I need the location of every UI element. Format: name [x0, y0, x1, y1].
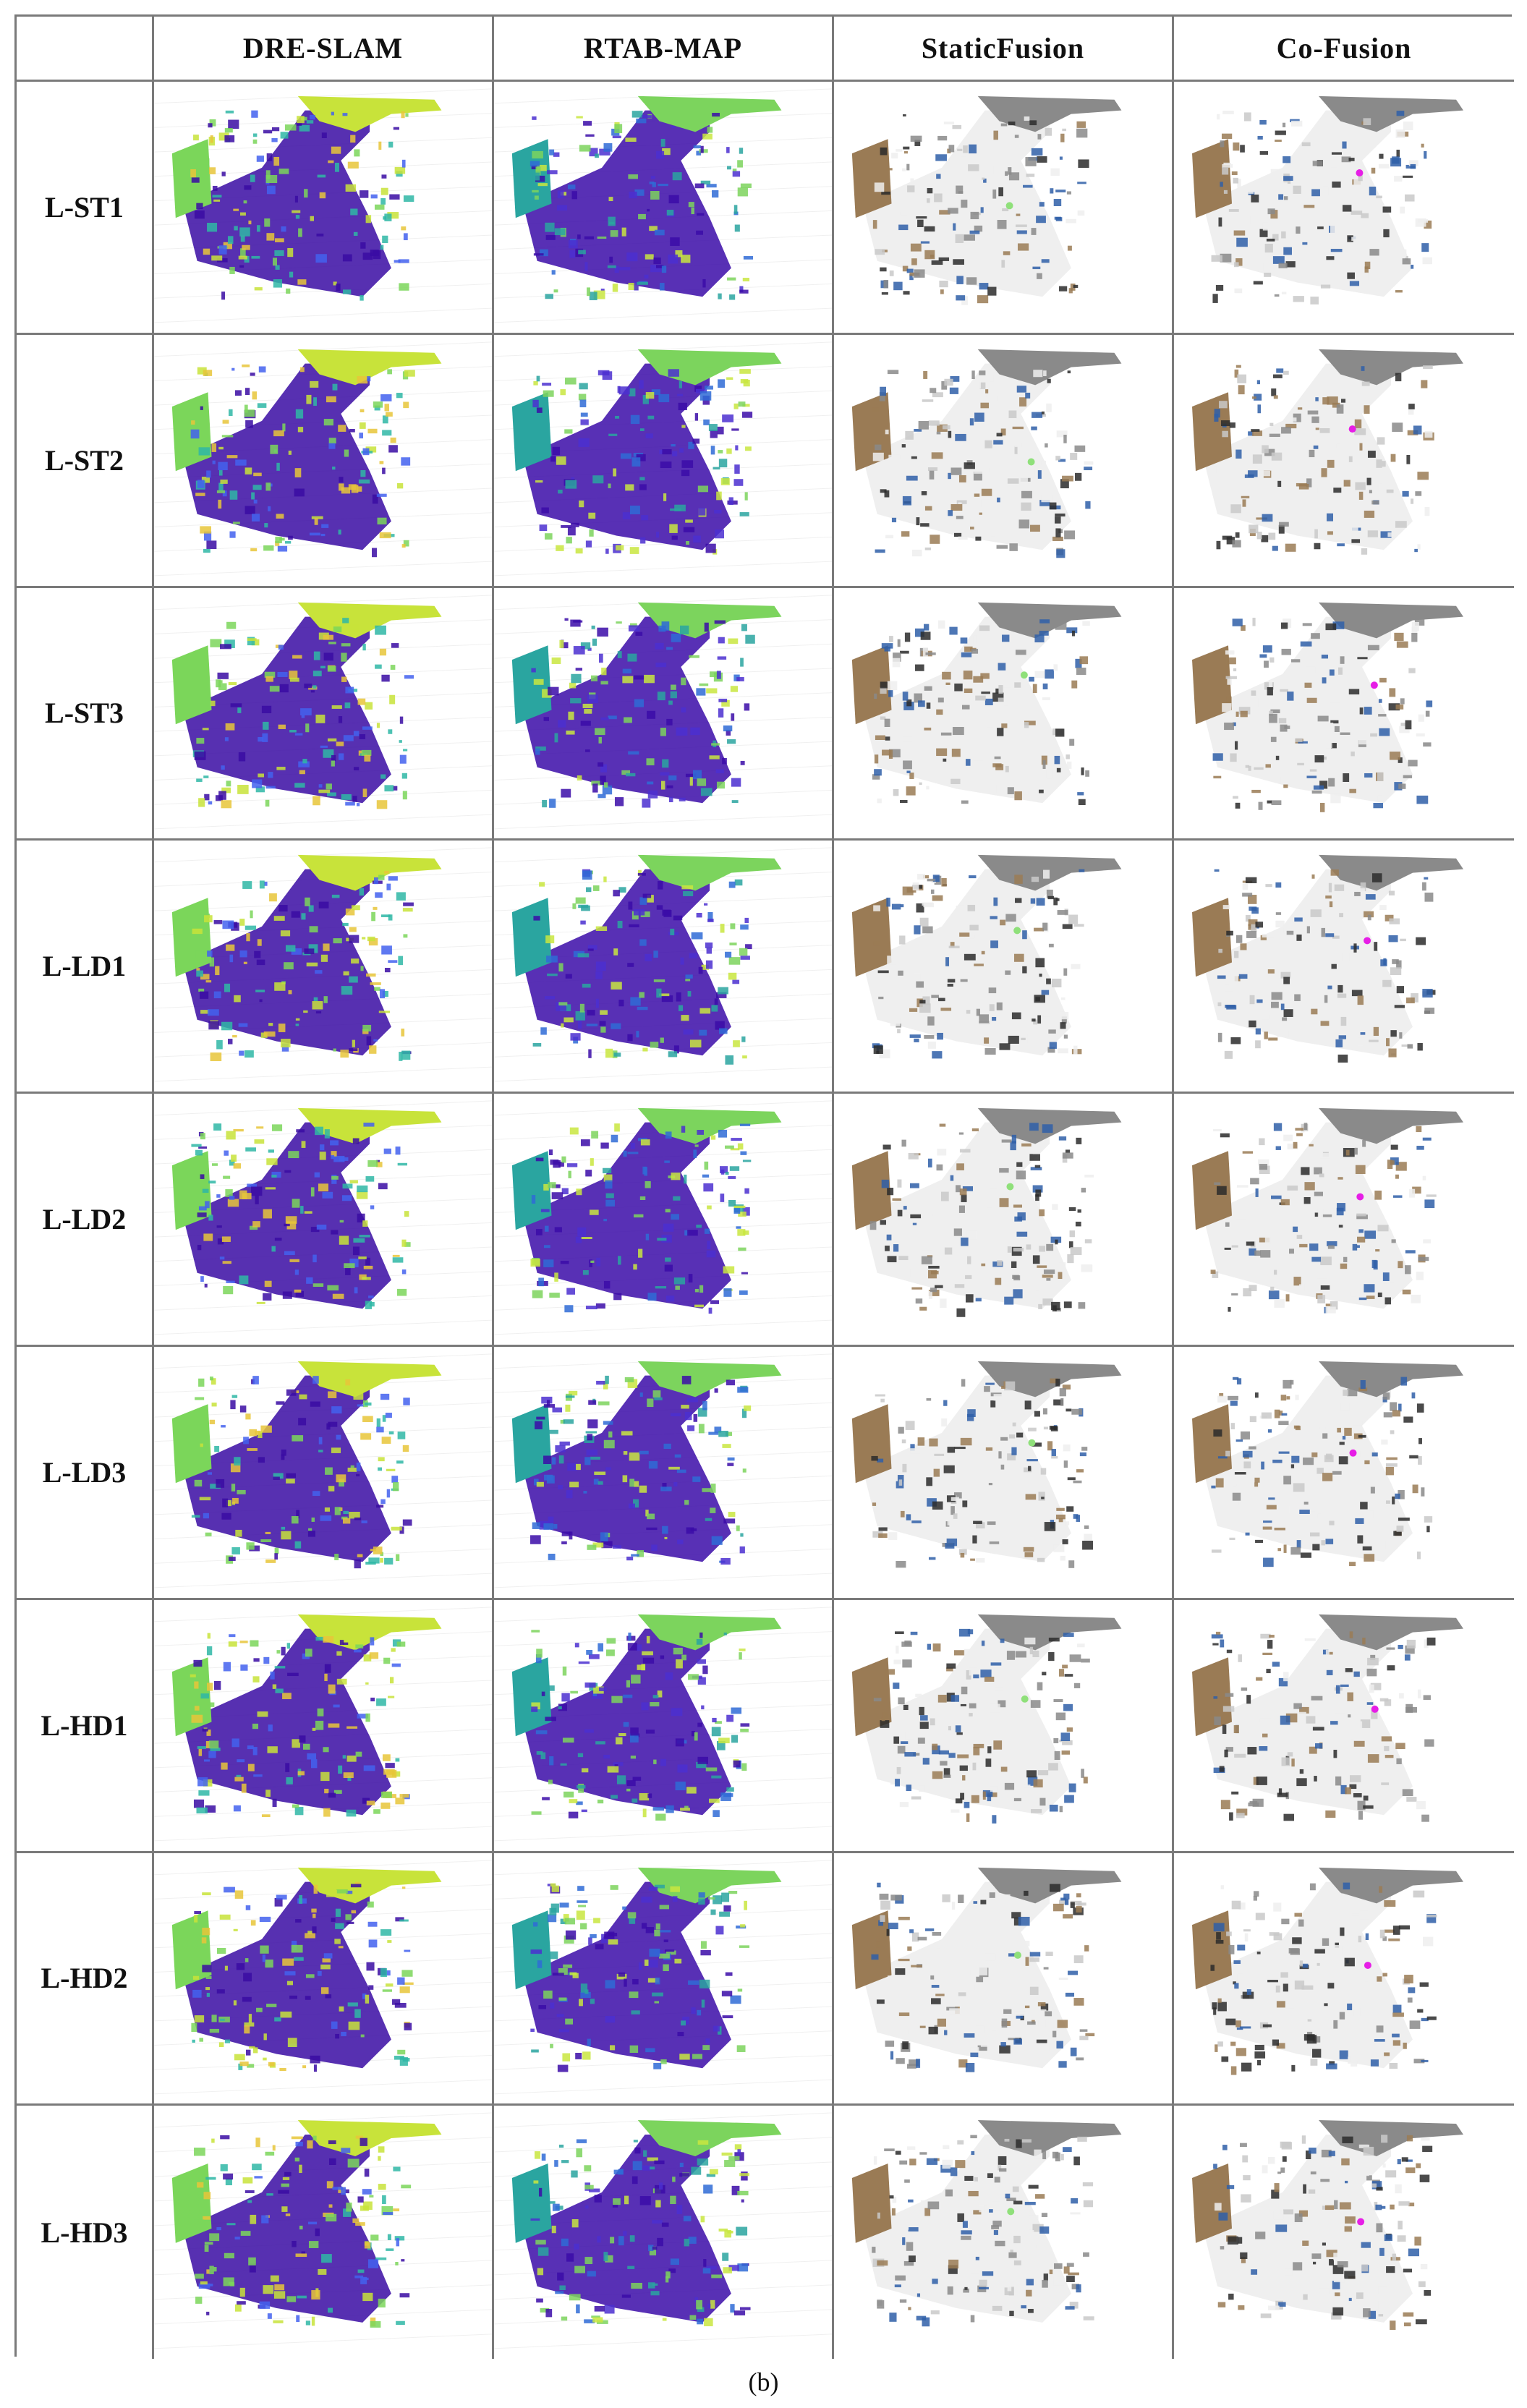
rgb-reconstruction-image	[851, 1867, 1122, 2072]
cell-rtab-map	[494, 1599, 834, 1853]
pointcloud-map-image	[494, 1353, 832, 1588]
row-label: L-ST3	[17, 587, 154, 841]
pointcloud-map-image	[494, 88, 832, 323]
cell-dre-slam	[154, 2106, 494, 2360]
rgb-reconstruction-image	[851, 1361, 1122, 1568]
pointcloud-map-image	[494, 847, 832, 1082]
pointcloud-map-image	[494, 1100, 832, 1335]
row-label: L-HD1	[17, 1599, 154, 1853]
cell-staticfusion	[834, 1599, 1174, 1853]
header-staticfusion: StaticFusion	[834, 17, 1174, 82]
header-corner	[17, 17, 154, 82]
cell-rtab-map	[494, 587, 834, 841]
row-label: L-ST1	[17, 82, 154, 335]
rgb-reconstruction-image	[1192, 349, 1463, 555]
rgb-reconstruction-image	[1192, 95, 1463, 305]
row-label: L-ST2	[17, 334, 154, 588]
rgb-reconstruction-image	[1192, 855, 1463, 1063]
cell-dre-slam	[154, 1599, 494, 1853]
cell-rtab-map	[494, 841, 834, 1094]
pointcloud-map-image	[494, 341, 832, 577]
rgb-reconstruction-image	[1192, 602, 1463, 812]
cell-staticfusion	[834, 1852, 1174, 2106]
cell-rtab-map	[494, 1852, 834, 2106]
cell-cofusion	[1174, 1346, 1514, 1600]
pointcloud-map-image	[154, 847, 492, 1082]
cell-rtab-map	[494, 1094, 834, 1347]
cell-rtab-map	[494, 82, 834, 335]
cell-dre-slam	[154, 841, 494, 1094]
cell-staticfusion	[834, 1346, 1174, 1600]
row-label: L-HD2	[17, 1852, 154, 2106]
pointcloud-map-image	[154, 1607, 492, 1842]
cell-staticfusion	[834, 82, 1174, 335]
header-cofusion: Co-Fusion	[1174, 17, 1514, 82]
cell-dre-slam	[154, 1852, 494, 2106]
header-dre-slam: DRE-SLAM	[154, 17, 494, 82]
rgb-reconstruction-image	[1192, 1108, 1463, 1314]
rgb-reconstruction-image	[1192, 1867, 1463, 2075]
cell-dre-slam	[154, 1094, 494, 1347]
row-label: L-LD2	[17, 1094, 154, 1347]
rgb-reconstruction-image	[851, 1614, 1122, 1824]
cell-cofusion	[1174, 587, 1514, 841]
cell-staticfusion	[834, 587, 1174, 841]
cell-rtab-map	[494, 1346, 834, 1600]
comparison-table: DRE-SLAM RTAB-MAP StaticFusion Co-Fusion…	[14, 14, 1514, 2360]
pointcloud-map-image	[494, 595, 832, 830]
rgb-reconstruction-image	[851, 95, 1122, 305]
cell-cofusion	[1174, 334, 1514, 588]
cell-staticfusion	[834, 841, 1174, 1094]
cell-staticfusion	[834, 2106, 1174, 2360]
cell-dre-slam	[154, 587, 494, 841]
cell-cofusion	[1174, 2106, 1514, 2360]
rgb-reconstruction-image	[1192, 1361, 1463, 1567]
pointcloud-map-image	[154, 2112, 492, 2349]
cell-cofusion	[1174, 82, 1514, 335]
cell-rtab-map	[494, 2106, 834, 2360]
pointcloud-map-image	[154, 88, 492, 323]
cell-cofusion	[1174, 1094, 1514, 1347]
cell-staticfusion	[834, 1094, 1174, 1347]
pointcloud-map-image	[494, 1859, 832, 2094]
pointcloud-map-image	[154, 595, 492, 830]
pointcloud-map-image	[154, 1100, 492, 1335]
cell-dre-slam	[154, 1346, 494, 1600]
cell-cofusion	[1174, 1599, 1514, 1853]
pointcloud-map-image	[494, 1607, 832, 1842]
rgb-reconstruction-image	[851, 2120, 1122, 2327]
rgb-reconstruction-image	[851, 855, 1122, 1059]
rgb-reconstruction-image	[1192, 2120, 1463, 2331]
row-label: L-HD3	[17, 2106, 154, 2360]
cell-staticfusion	[834, 334, 1174, 588]
cell-dre-slam	[154, 334, 494, 588]
pointcloud-map-image	[494, 2112, 832, 2349]
figure-caption: (b)	[748, 2367, 779, 2396]
pointcloud-map-image	[154, 341, 492, 577]
cell-rtab-map	[494, 334, 834, 588]
cell-cofusion	[1174, 841, 1514, 1094]
rgb-reconstruction-image	[851, 602, 1122, 805]
header-rtab-map: RTAB-MAP	[494, 17, 834, 82]
cell-cofusion	[1174, 1852, 1514, 2106]
rgb-reconstruction-image	[1192, 1614, 1463, 1822]
rgb-reconstruction-image	[851, 349, 1122, 558]
row-label: L-LD1	[17, 841, 154, 1094]
row-label: L-LD3	[17, 1346, 154, 1600]
cell-dre-slam	[154, 82, 494, 335]
rgb-reconstruction-image	[851, 1108, 1122, 1317]
pointcloud-map-image	[154, 1859, 492, 2094]
pointcloud-map-image	[154, 1353, 492, 1588]
